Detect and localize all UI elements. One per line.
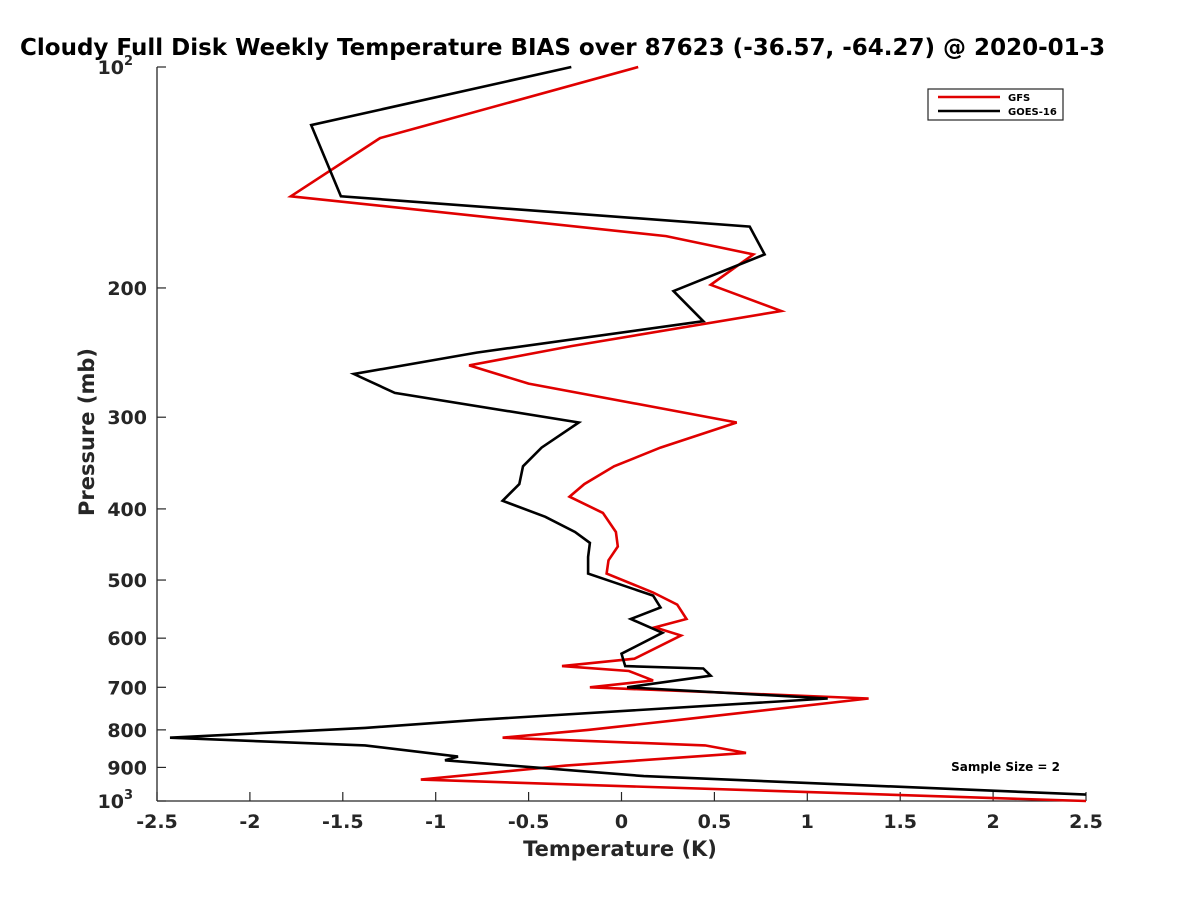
y-axis-label: Pressure (mb) (75, 348, 99, 516)
y-tick-label: 600 (107, 628, 147, 650)
series-line-gfs (287, 65, 1087, 803)
y-tick-label: 700 (107, 677, 147, 699)
x-tick-label: 2.5 (1069, 811, 1103, 833)
series-lines (169, 65, 1087, 803)
x-tick-label: -2 (239, 811, 260, 833)
y-tick-label: 900 (107, 757, 147, 779)
x-tick-label: -2.5 (136, 811, 178, 833)
y-axis-ticks: 102 200 300 400 500 600 700 800 900 103 (98, 54, 166, 813)
y-tick-label: 103 (98, 788, 134, 813)
legend-label: GFS (1008, 93, 1030, 104)
y-tick-label: 102 (98, 54, 134, 79)
series-line-goes-16 (169, 65, 1087, 796)
x-tick-label: 1 (801, 811, 814, 833)
y-tick-label: 800 (107, 720, 147, 742)
legend-label: GOES-16 (1008, 107, 1057, 118)
chart-legend: GFS GOES-16 (927, 88, 1064, 121)
x-axis-ticks: -2.5 -2 -1.5 -1 -0.5 0 0.5 1 1.5 2 2.5 (136, 792, 1103, 833)
x-axis-label: Temperature (K) (523, 837, 717, 861)
chart-title: Cloudy Full Disk Weekly Temperature BIAS… (20, 35, 1105, 61)
y-tick-label: 300 (107, 407, 147, 429)
plot-axes (156, 67, 1086, 802)
x-tick-label: 2 (986, 811, 999, 833)
legend-box (927, 88, 1064, 121)
y-tick-label: 500 (107, 570, 147, 592)
y-tick-label: 200 (107, 278, 147, 300)
x-tick-label: 1.5 (883, 811, 917, 833)
x-tick-label: -0.5 (508, 811, 550, 833)
y-tick-label: 400 (107, 499, 147, 521)
x-tick-label: -1.5 (322, 811, 364, 833)
sample-size-annotation: Sample Size = 2 (951, 760, 1060, 774)
x-tick-label: 0 (615, 811, 628, 833)
x-tick-label: 0.5 (698, 811, 732, 833)
x-tick-label: -1 (425, 811, 446, 833)
